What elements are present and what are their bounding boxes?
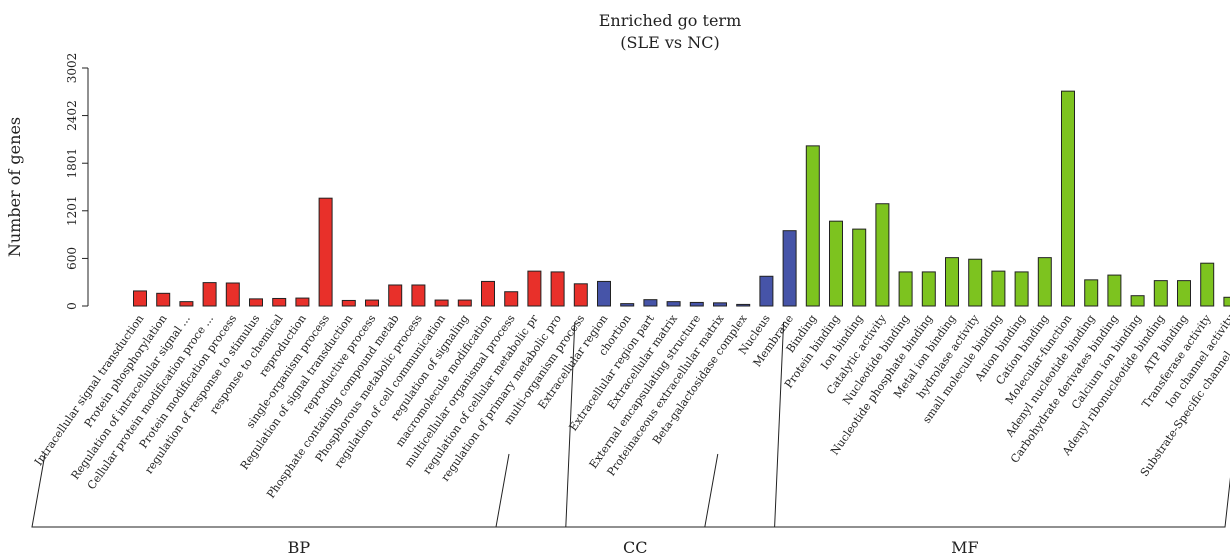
- bar-mf: [852, 228, 867, 307]
- group-label-bp: BP: [288, 538, 311, 557]
- y-tick-label: 0: [65, 302, 79, 310]
- x-tick-labels: Intracellular signal transductionProtein…: [32, 312, 1230, 501]
- bar-cc: [713, 302, 727, 307]
- bar-bp: [527, 270, 542, 307]
- y-tick-label: 1801: [65, 148, 79, 179]
- chart-title: Enriched go term: [599, 11, 742, 30]
- bar-bp: [457, 299, 472, 307]
- bar-cc: [666, 301, 681, 307]
- bar-mf: [1177, 280, 1191, 307]
- bar-mf: [921, 271, 936, 307]
- bar-mf: [875, 203, 890, 307]
- bar-bp: [411, 284, 426, 307]
- y-tick-label: 3002: [65, 53, 79, 84]
- group-label-cc: CC: [623, 538, 647, 557]
- chart-subtitle: (SLE vs NC): [620, 33, 719, 52]
- bar-bp: [272, 297, 287, 307]
- bar-bp: [295, 297, 310, 307]
- bar-cc: [620, 303, 635, 307]
- bar-mf: [1223, 296, 1230, 307]
- bar-mf: [898, 271, 913, 307]
- bar-mf: [829, 220, 843, 307]
- bar-mf: [968, 258, 983, 307]
- bracket-mf: [704, 453, 1230, 528]
- bar-bp: [481, 280, 495, 307]
- bar-bp: [341, 299, 356, 307]
- bar-bp: [179, 301, 194, 307]
- bar-bp: [434, 299, 449, 307]
- bar-bp: [156, 292, 171, 307]
- bar-mf: [1200, 262, 1215, 307]
- bar-cc: [689, 301, 704, 307]
- bar-mf: [1107, 274, 1122, 307]
- bar-bp: [225, 282, 240, 307]
- bar-bp: [202, 282, 217, 307]
- group-label-mf: MF: [951, 538, 978, 557]
- bar-mf: [1014, 271, 1029, 307]
- bar-mf: [1037, 257, 1052, 307]
- bar-bp: [550, 271, 565, 307]
- bar-mf: [991, 270, 1006, 307]
- bar-cc: [782, 230, 797, 307]
- group-brackets: BP CC MF: [31, 321, 1230, 557]
- bracket-bp: [31, 321, 576, 528]
- bar-bp: [388, 284, 403, 307]
- bar-mf: [1153, 280, 1168, 307]
- bracket-cc: [495, 321, 785, 528]
- bar-mf: [805, 145, 820, 307]
- bar-mf: [1130, 295, 1145, 307]
- bar-bp: [249, 298, 263, 307]
- bar-bp: [573, 283, 588, 307]
- bar-bp: [365, 299, 379, 307]
- bar-bp: [133, 290, 147, 307]
- y-axis: 0 600 1201 1801 2402 3002: [65, 53, 89, 310]
- y-axis-label: Number of genes: [5, 117, 24, 257]
- bar-mf: [945, 257, 959, 307]
- bars: [133, 90, 1230, 307]
- y-tick-label: 600: [65, 247, 79, 270]
- bar-cc: [736, 303, 751, 307]
- bar-cc: [643, 299, 658, 307]
- bar-bp: [318, 197, 333, 307]
- y-tick-label: 1201: [65, 196, 79, 227]
- y-tick-label: 2402: [65, 100, 79, 131]
- bar-mf: [1084, 279, 1099, 307]
- bar-cc: [597, 280, 611, 307]
- bar-bp: [504, 291, 519, 307]
- bar-cc: [759, 275, 774, 307]
- bar-mf: [1061, 90, 1075, 307]
